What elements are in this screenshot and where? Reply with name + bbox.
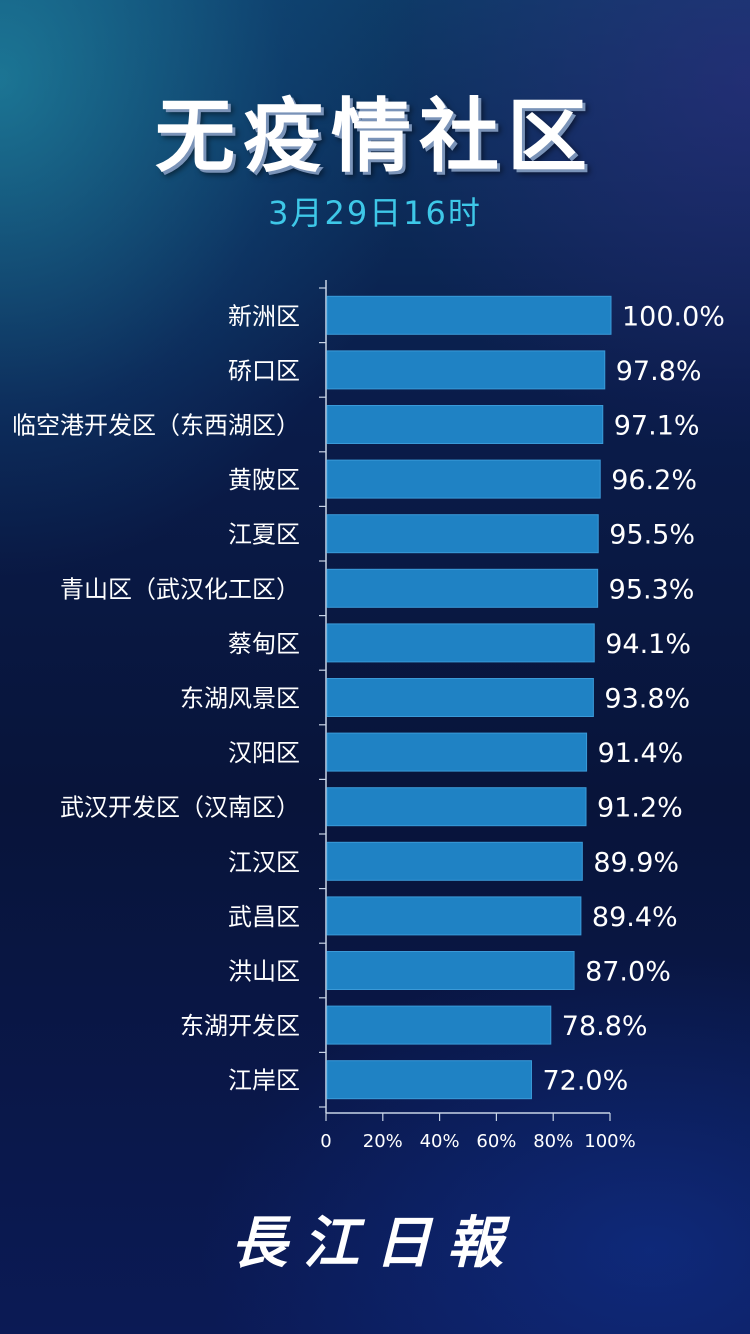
value-label: 91.4% <box>598 738 684 769</box>
category-label: 青山区（武汉化工区） <box>60 575 300 603</box>
bar <box>326 623 595 663</box>
category-label: 武汉开发区（汉南区） <box>60 794 300 822</box>
bar <box>326 568 599 608</box>
category-label: 黄陂区 <box>228 466 300 494</box>
bar <box>326 514 599 554</box>
value-label: 89.9% <box>593 847 679 878</box>
page-subtitle-date: 3月29日16时 <box>268 194 482 232</box>
x-tick-label: 20% <box>363 1131 403 1152</box>
bar <box>326 295 612 335</box>
value-label: 91.2% <box>597 793 683 824</box>
category-label: 东湖开发区 <box>180 1012 300 1040</box>
brand-logo: 長江日報 <box>231 1210 519 1276</box>
value-label: 97.1% <box>614 411 700 442</box>
bar <box>326 951 575 990</box>
page-title: 无疫情社区 <box>155 90 595 183</box>
category-label: 蔡甸区 <box>228 630 300 658</box>
x-tick-label: 60% <box>476 1131 516 1152</box>
bar <box>326 459 601 499</box>
value-label: 87.0% <box>585 957 671 988</box>
value-label: 95.5% <box>609 520 695 551</box>
value-label: 89.4% <box>592 902 678 933</box>
bar <box>326 732 588 772</box>
bar <box>326 678 594 717</box>
value-label: 72.0% <box>542 1066 628 1097</box>
bar <box>326 1060 532 1100</box>
value-label: 95.3% <box>609 574 695 605</box>
bar <box>326 1005 552 1045</box>
bar-chart: 新洲区 100.0% 硚口区 97.8% 临空港开发区（东西湖区） 97.1% 黄陂区 96.… <box>12 280 725 1152</box>
x-tick-label: 0 <box>320 1131 331 1152</box>
bar <box>326 896 582 936</box>
category-label: 江汉区 <box>228 848 300 876</box>
value-label: 93.8% <box>604 684 690 715</box>
category-label: 临空港开发区（东西湖区） <box>12 412 300 440</box>
x-tick-label: 100% <box>584 1131 635 1152</box>
category-label: 东湖风景区 <box>180 685 300 713</box>
bar <box>326 405 604 444</box>
x-tick-label: 80% <box>533 1131 573 1152</box>
bar <box>326 841 583 881</box>
bar <box>326 350 606 390</box>
category-label: 江夏区 <box>228 521 300 549</box>
value-label: 100.0% <box>622 301 725 332</box>
value-label: 78.8% <box>562 1011 648 1042</box>
category-label: 新洲区 <box>228 302 300 330</box>
category-label: 洪山区 <box>228 958 300 986</box>
value-label: 96.2% <box>611 465 697 496</box>
category-label: 江岸区 <box>228 1067 300 1095</box>
value-label: 97.8% <box>616 356 702 387</box>
category-label: 武昌区 <box>228 903 300 931</box>
x-tick-label: 40% <box>420 1131 460 1152</box>
value-label: 94.1% <box>605 629 691 660</box>
category-label: 硚口区 <box>228 357 300 385</box>
bar <box>326 787 587 827</box>
category-label: 汉阳区 <box>228 739 300 767</box>
